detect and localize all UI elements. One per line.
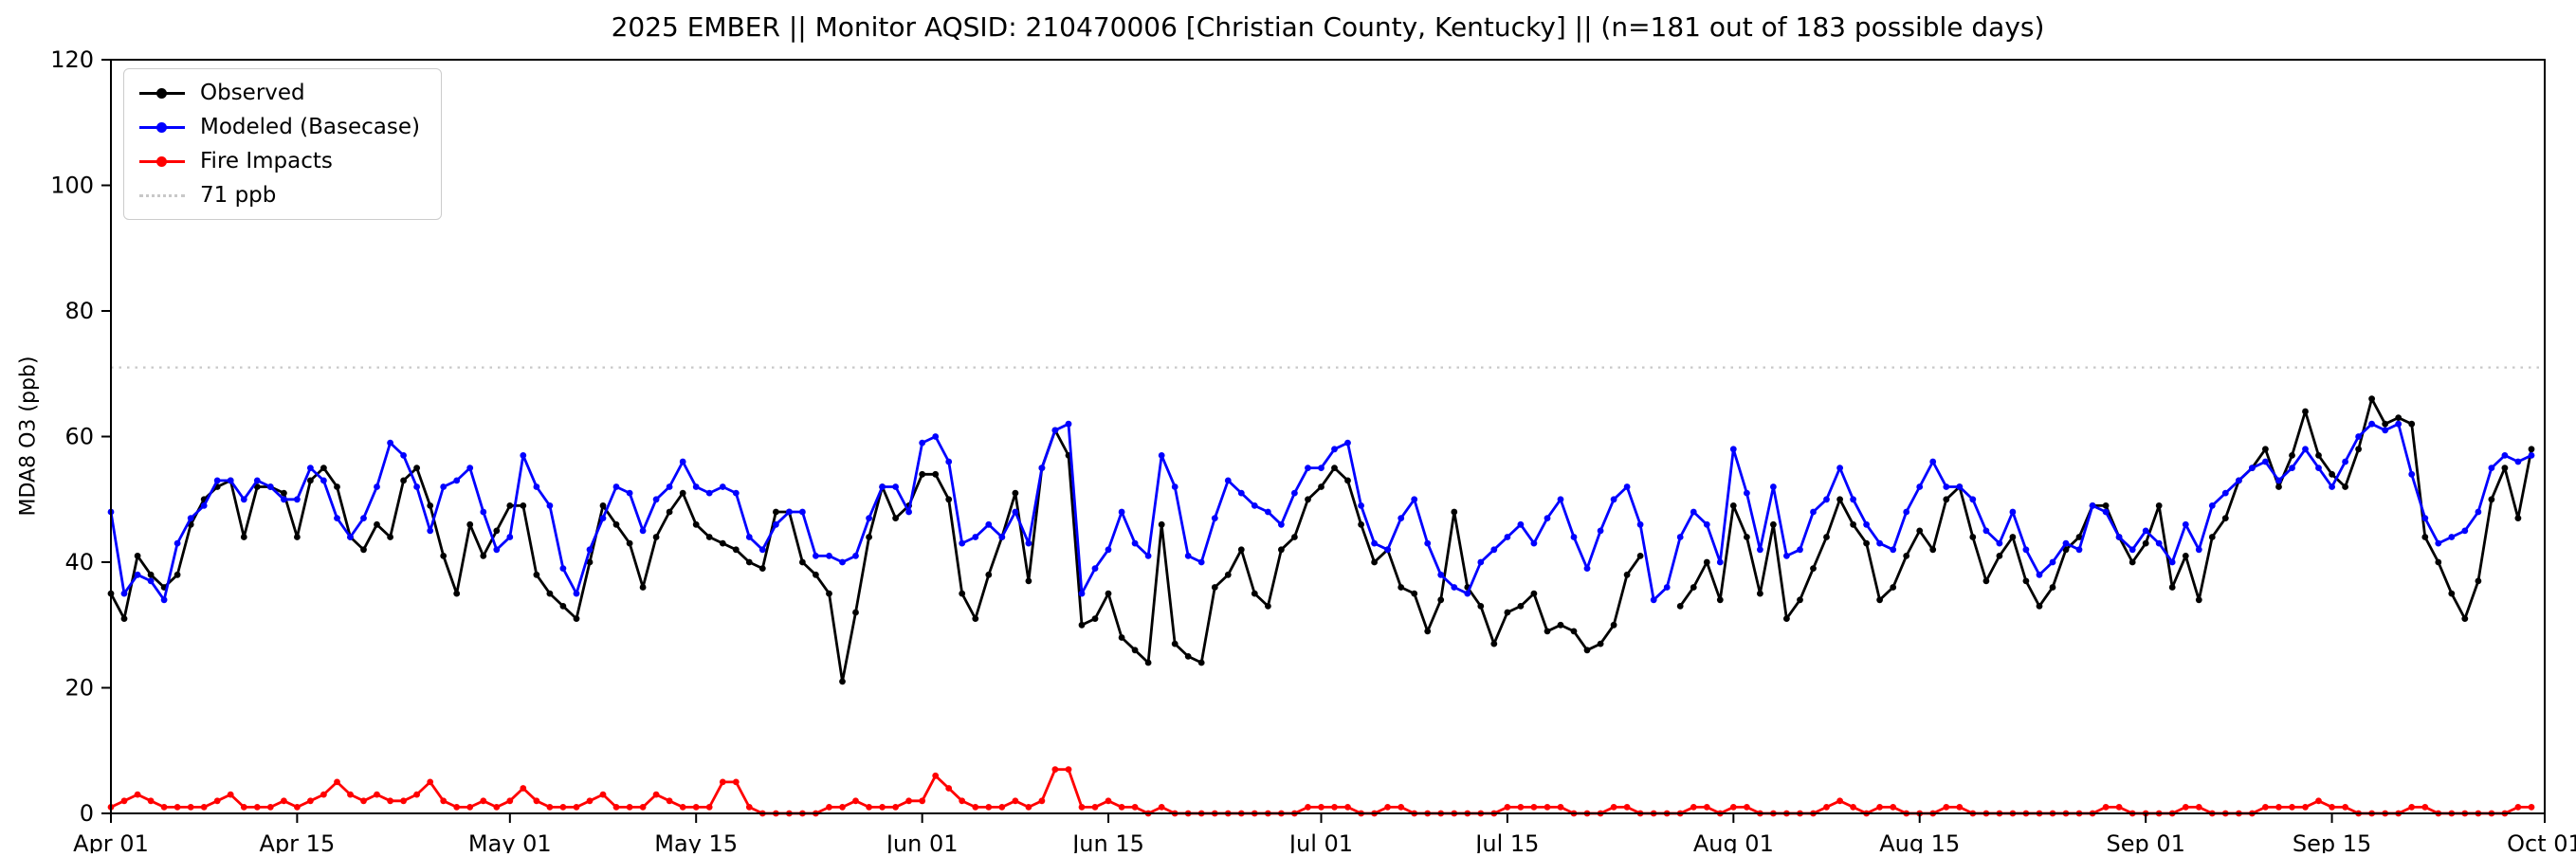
svg-text:20: 20 bbox=[64, 675, 94, 702]
legend: Observed Modeled (Basecase) Fire Impacts… bbox=[123, 68, 442, 220]
legend-label-fire: Fire Impacts bbox=[200, 149, 333, 173]
svg-text:Oct 01: Oct 01 bbox=[2507, 830, 2576, 853]
legend-item-threshold: 71 ppb bbox=[139, 183, 420, 208]
svg-text:Jun 15: Jun 15 bbox=[1070, 830, 1144, 853]
svg-text:Aug 15: Aug 15 bbox=[1879, 830, 1960, 853]
svg-text:Sep 01: Sep 01 bbox=[2106, 830, 2184, 853]
legend-item-observed: Observed bbox=[139, 81, 420, 105]
svg-text:100: 100 bbox=[50, 173, 94, 199]
svg-text:Sep 15: Sep 15 bbox=[2293, 830, 2371, 853]
legend-line-observed-icon bbox=[139, 87, 185, 99]
legend-item-modeled: Modeled (Basecase) bbox=[139, 115, 420, 139]
svg-text:Apr 01: Apr 01 bbox=[73, 830, 149, 853]
legend-line-modeled-icon bbox=[139, 121, 185, 133]
svg-text:Jun 01: Jun 01 bbox=[885, 830, 959, 853]
legend-label-threshold: 71 ppb bbox=[200, 183, 277, 208]
legend-line-fire-icon bbox=[139, 155, 185, 167]
svg-text:60: 60 bbox=[64, 424, 94, 450]
legend-line-threshold-icon bbox=[139, 193, 185, 197]
legend-label-observed: Observed bbox=[200, 81, 305, 105]
legend-item-fire: Fire Impacts bbox=[139, 149, 420, 173]
svg-text:Apr 15: Apr 15 bbox=[260, 830, 336, 853]
svg-text:120: 120 bbox=[50, 46, 94, 73]
legend-label-modeled: Modeled (Basecase) bbox=[200, 115, 420, 139]
legend-marker-observed-icon bbox=[156, 87, 167, 99]
svg-text:0: 0 bbox=[80, 800, 94, 827]
svg-text:May 01: May 01 bbox=[468, 830, 552, 853]
svg-text:40: 40 bbox=[64, 549, 94, 575]
svg-text:Jul 01: Jul 01 bbox=[1288, 830, 1353, 853]
svg-text:May 15: May 15 bbox=[654, 830, 738, 853]
legend-marker-fire-icon bbox=[156, 155, 167, 167]
svg-text:Jul 15: Jul 15 bbox=[1473, 830, 1539, 853]
legend-marker-modeled-icon bbox=[156, 121, 167, 133]
chart-title: 2025 EMBER || Monitor AQSID: 210470006 [… bbox=[611, 11, 2045, 43]
svg-text:Aug 01: Aug 01 bbox=[1693, 830, 1774, 853]
svg-text:80: 80 bbox=[64, 298, 94, 324]
